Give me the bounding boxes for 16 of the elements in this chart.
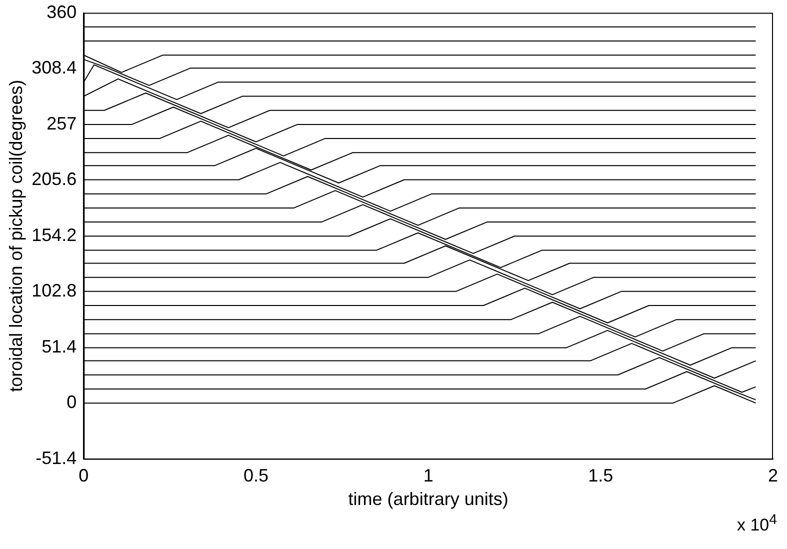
y-tick-label: 257 — [46, 113, 77, 134]
x-tick-label: 2 — [768, 466, 778, 486]
y-tick-label: 154.2 — [32, 224, 77, 245]
y-tick-label: 308.4 — [32, 58, 77, 78]
x-tick-label: 1 — [423, 466, 434, 486]
y-axis-title: toroidal location of pickup coil(degrees) — [6, 80, 26, 392]
x-tick-label: 1.5 — [588, 466, 614, 486]
y-tick-label: 360 — [46, 2, 77, 22]
x-tick-label: 0.5 — [243, 466, 268, 486]
x-axis-title: time (arbitrary units) — [348, 489, 508, 510]
y-tick-label: 205.6 — [32, 169, 77, 190]
y-tick-label: -51.4 — [36, 448, 77, 468]
y-tick-label: 51.4 — [42, 336, 77, 356]
y-tick-label: 0 — [66, 392, 77, 412]
y-tick-label: 102.8 — [32, 280, 77, 301]
text: x 10$^{4}$ — [736, 512, 777, 536]
